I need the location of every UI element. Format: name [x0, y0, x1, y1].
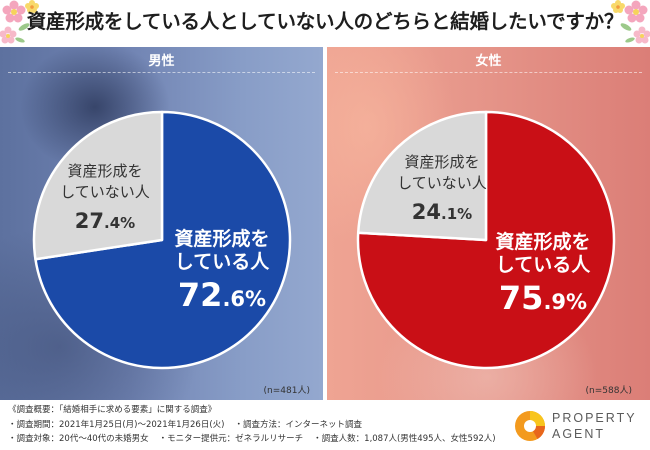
slice-value-integer: 75 [498, 279, 544, 317]
slice-label-line2: していない人 [60, 183, 150, 201]
female-panel: 女性 資産形成を していない人 24.1% 資産形成を している人 75.9% … [327, 47, 650, 400]
survey-provider: ・モニター提供元：ゼネラルリサーチ [158, 434, 304, 444]
survey-line: ・調査対象：20代〜40代の未婚男女 ・モニター提供元：ゼネラルリサーチ ・調査… [8, 432, 496, 447]
flower-decoration-left [0, 0, 39, 44]
logo-line1: PROPERTY [552, 411, 637, 425]
panel-title-female: 女性 [475, 54, 502, 69]
divider-line [335, 72, 642, 73]
flower-decoration-right [611, 0, 650, 44]
pie-chart [32, 110, 292, 370]
slice-value-decimal: .9% [543, 290, 588, 314]
flower-icon [624, 0, 648, 23]
page-title: 資産形成をしている人としていない人のどちらと結婚したいですか？ [26, 10, 624, 33]
slice-value-integer: 24 [411, 200, 442, 224]
title-band: 資産形成をしている人としていない人のどちらと結婚したいですか？ [0, 0, 650, 47]
flower-icon [0, 26, 17, 44]
slice-label-line1: 資産形成を [404, 153, 480, 171]
logo-text: PROPERTY AGENT [552, 410, 637, 442]
slice-value-decimal: .1% [441, 205, 473, 223]
survey-method: ・調査方法：インターネット調査 [234, 419, 362, 430]
slice-label-line1: 資産形成を [174, 228, 270, 250]
slice-label-line1: 資産形成を [495, 231, 591, 253]
pie-chart [356, 110, 616, 370]
slice-value: 75.9% [458, 280, 628, 321]
flower-icon [25, 0, 39, 13]
slice-value-integer: 72 [177, 276, 223, 314]
slice-label-line1: 資産形成を [67, 162, 143, 180]
footer: 《調査概要：「結婚相手に求める要素」に関する調査》 ・調査期間：2021年1月2… [0, 400, 650, 450]
property-agent-logo: PROPERTY AGENT [514, 408, 644, 444]
sample-size-label: (n=588人) [585, 386, 632, 396]
pie-slice-has-assets [356, 110, 616, 370]
sample-size-label: (n=481人) [263, 386, 310, 396]
male-panel: 男性 資産形成を していない人 27.4% 資産形成を している人 72.6% … [0, 47, 323, 400]
panel-title-male: 男性 [148, 54, 175, 69]
flower-icon [633, 26, 650, 44]
slice-value-decimal: .4% [104, 214, 136, 232]
logo-line2: AGENT [552, 427, 606, 441]
flower-icon [2, 0, 26, 23]
slice-label-no-assets: 資産形成を していない人 27.4% [20, 161, 190, 236]
slice-label-line2: していない人 [397, 174, 487, 192]
slice-label-has-assets: 資産形成を している人 72.6% [137, 228, 307, 318]
survey-heading: 《調査概要：「結婚相手に求める要素」に関する調査》 [8, 405, 217, 415]
slice-value-integer: 27 [74, 209, 105, 233]
survey-period: ・調査期間：2021年1月25日(月)〜2021年1月26日(火) [8, 419, 225, 430]
survey-line: 《調査概要：「結婚相手に求める要素」に関する調査》 [8, 403, 496, 418]
slice-label-line2: している人 [174, 251, 270, 273]
survey-target: ・調査対象：20代〜40代の未婚男女 [8, 434, 149, 444]
survey-respondents: ・調査人数：1,087人(男性495人、女性592人) [313, 434, 496, 444]
property-agent-logo-icon [515, 411, 545, 441]
pie-slice-no-assets [356, 110, 488, 242]
slice-value-decimal: .6% [222, 287, 267, 311]
survey-line: ・調査期間：2021年1月25日(月)〜2021年1月26日(火) ・調査方法：… [8, 418, 496, 433]
slice-label-no-assets: 資産形成を していない人 24.1% [357, 152, 527, 227]
slice-label-line2: している人 [495, 254, 591, 276]
divider-line [8, 72, 315, 73]
pie-slice-no-assets [32, 110, 164, 261]
slice-value: 27.4% [20, 208, 190, 236]
survey-summary: 《調査概要：「結婚相手に求める要素」に関する調査》 ・調査期間：2021年1月2… [8, 403, 496, 447]
slice-value: 24.1% [357, 199, 527, 227]
slice-value: 72.6% [137, 277, 307, 318]
flower-icon [611, 0, 625, 13]
slice-label-has-assets: 資産形成を している人 75.9% [458, 231, 628, 321]
